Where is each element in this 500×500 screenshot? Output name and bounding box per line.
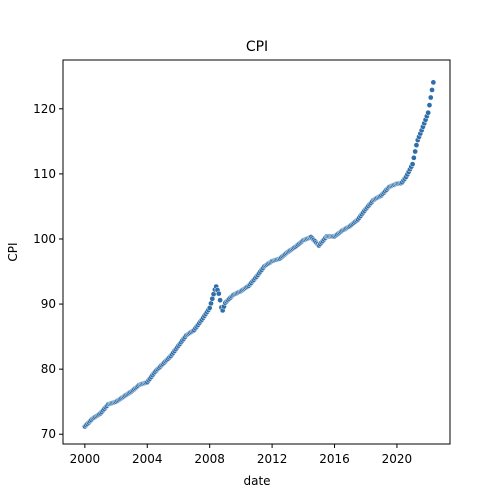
data-point (413, 142, 420, 148)
data-point (429, 87, 435, 93)
data-point (430, 79, 437, 86)
data-point (427, 94, 434, 101)
data-point (411, 154, 417, 161)
y-axis-label: CPI (6, 242, 20, 261)
data-point (425, 109, 431, 116)
x-tick-label: 2020 (382, 452, 413, 466)
x-tick-label: 2012 (257, 452, 288, 466)
x-tick-label: 2016 (319, 452, 350, 466)
x-tick-label: 2008 (194, 452, 225, 466)
data-point (215, 290, 222, 297)
chart-title: CPI (246, 39, 268, 55)
y-tick-label: 120 (33, 102, 56, 116)
x-tick-label: 2000 (70, 452, 101, 466)
x-axis-label: date (243, 474, 270, 488)
data-point (409, 161, 416, 167)
data-point (426, 102, 433, 108)
y-tick-label: 110 (33, 167, 56, 181)
y-tick-label: 80 (41, 362, 56, 376)
data-point (217, 297, 223, 304)
data-point (412, 148, 418, 155)
y-axis-ticks: 70 80 90 100 110 120 (33, 102, 63, 441)
plot-area-frame (62, 59, 451, 445)
data-points (82, 79, 437, 430)
x-tick-label: 2004 (132, 452, 163, 466)
x-axis-ticks: 2000 2004 2008 2012 2016 2020 (70, 444, 413, 466)
y-tick-label: 90 (41, 297, 56, 311)
y-tick-label: 100 (33, 232, 56, 246)
y-tick-label: 70 (41, 427, 56, 441)
